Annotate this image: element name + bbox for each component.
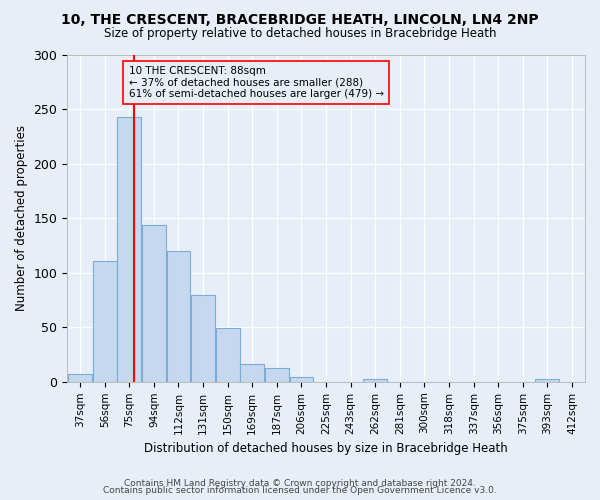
Bar	[93, 261, 116, 382]
Bar	[265, 368, 289, 382]
Bar	[118, 117, 141, 382]
Bar	[241, 364, 264, 382]
Bar	[216, 328, 239, 382]
Text: Size of property relative to detached houses in Bracebridge Heath: Size of property relative to detached ho…	[104, 28, 496, 40]
Text: Contains public sector information licensed under the Open Government Licence v3: Contains public sector information licen…	[103, 486, 497, 495]
Bar	[167, 251, 190, 382]
Bar	[191, 294, 215, 382]
Bar	[68, 374, 92, 382]
Bar	[142, 225, 166, 382]
Text: Contains HM Land Registry data © Crown copyright and database right 2024.: Contains HM Land Registry data © Crown c…	[124, 478, 476, 488]
Text: 10, THE CRESCENT, BRACEBRIDGE HEATH, LINCOLN, LN4 2NP: 10, THE CRESCENT, BRACEBRIDGE HEATH, LIN…	[61, 12, 539, 26]
Bar	[363, 378, 387, 382]
Text: 10 THE CRESCENT: 88sqm
← 37% of detached houses are smaller (288)
61% of semi-de: 10 THE CRESCENT: 88sqm ← 37% of detached…	[128, 66, 384, 99]
X-axis label: Distribution of detached houses by size in Bracebridge Heath: Distribution of detached houses by size …	[144, 442, 508, 455]
Bar	[290, 378, 313, 382]
Bar	[535, 378, 559, 382]
Y-axis label: Number of detached properties: Number of detached properties	[15, 126, 28, 312]
